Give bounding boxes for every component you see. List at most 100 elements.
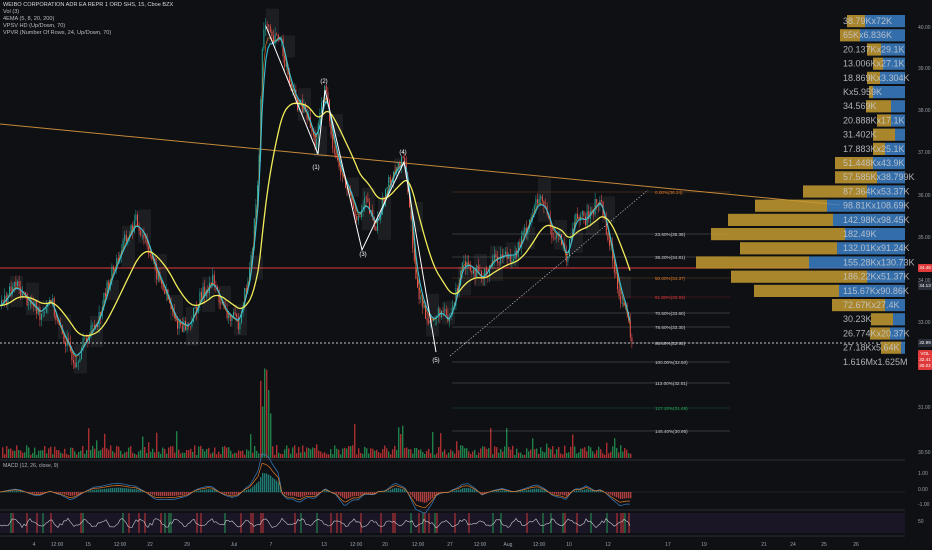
candle-body (210, 282, 212, 284)
legend-vpsv[interactable]: VPSV HD (Up/Down, 70) (3, 23, 66, 29)
candle-body (311, 127, 313, 131)
price-tick-label[interactable]: 34.00 (918, 278, 931, 284)
macd-histogram-bar (34, 492, 36, 494)
macd-tick-label[interactable]: 0.00 (918, 487, 928, 493)
volume-bar (136, 454, 138, 458)
vpvr-label: 17.883Kx25.1K (843, 144, 905, 154)
time-tick-label[interactable]: 12:00 (411, 542, 425, 548)
volume-bar (162, 447, 164, 458)
macd-histogram-bar (516, 491, 518, 493)
price-tag[interactable]: 34.46 (918, 264, 932, 272)
macd-histogram-bar (224, 492, 226, 494)
macd-tick-label[interactable]: 1.00 (918, 471, 928, 477)
vpsv-box (554, 219, 567, 250)
time-tick-label[interactable]: 12:00 (349, 542, 363, 548)
time-tick-label[interactable]: 22 (147, 542, 153, 548)
time-tick-label[interactable]: 29 (184, 542, 190, 548)
candle-body (498, 262, 500, 264)
volume-bar (290, 453, 292, 458)
price-tag[interactable]: VOL (918, 350, 932, 358)
rsi-tick-label[interactable]: 50 (918, 519, 924, 525)
time-tick-label[interactable]: 7 (269, 542, 273, 548)
volume-bar (188, 450, 190, 458)
price-tick-label[interactable]: 40.00 (918, 25, 931, 31)
volume-bar (102, 447, 104, 458)
time-tick-label[interactable]: 12:00 (50, 542, 64, 548)
time-tick-label[interactable]: 12:00 (473, 542, 487, 548)
price-tick-label[interactable]: 36.00 (918, 193, 931, 199)
volume-bar (22, 452, 24, 458)
price-tag[interactable]: 30.02 (918, 362, 932, 370)
volume-bar (42, 450, 44, 458)
candle-body (415, 260, 417, 280)
time-tick-label[interactable]: 19 (701, 542, 707, 548)
macd-histogram-bar (556, 492, 558, 495)
macd-histogram-bar (104, 488, 106, 493)
time-tick-label[interactable]: 4 (32, 542, 36, 548)
price-tag[interactable]: 32.41 (918, 356, 932, 364)
price-tick-label[interactable]: 38.00 (918, 108, 931, 114)
time-tick-label[interactable]: 21 (761, 542, 767, 548)
macd-histogram-bar (542, 489, 544, 493)
time-tick-label[interactable]: 20 (382, 542, 388, 548)
price-tag[interactable]: 34.13 (918, 282, 932, 290)
rsi-zone (196, 513, 198, 533)
volume-bar (158, 451, 160, 458)
volume-bar (82, 445, 84, 458)
candle-body (357, 215, 359, 221)
macd-label[interactable]: MACD (12, 26, close, 9) (3, 463, 59, 469)
volume-bar (212, 452, 214, 458)
candle-body (474, 268, 476, 278)
time-tick-label[interactable]: 12:00 (113, 542, 127, 548)
time-tick-label[interactable]: 12:00 (532, 542, 546, 548)
volume-bar (548, 447, 550, 458)
vpsv-box (378, 196, 391, 240)
legend-vpvr[interactable]: VPVR (Number Of Rows, 24, Up/Down, 70) (3, 30, 112, 36)
rsi-zone (436, 513, 438, 533)
macd-line (0, 453, 630, 514)
price-tick-label[interactable]: 39.00 (918, 66, 931, 72)
time-tick-label[interactable]: 17 (665, 542, 671, 548)
time-tick-label[interactable]: 10 (566, 542, 572, 548)
price-tick-label[interactable]: 30.50 (918, 450, 931, 456)
time-tick-label[interactable]: 12 (605, 542, 611, 548)
price-tick-label[interactable]: 31.00 (918, 405, 931, 411)
time-tick-label[interactable]: 15 (85, 542, 91, 548)
candle-body (615, 272, 617, 275)
candle-body (228, 314, 230, 319)
candle-body (34, 301, 36, 306)
price-tick-label[interactable]: 37.00 (918, 150, 931, 156)
volume-bar (620, 445, 622, 458)
legend-title[interactable]: WEIBO CORPORATION ADR EA REPR 1 ORD SHS,… (3, 2, 174, 8)
volume-bar (316, 444, 318, 458)
volume-bar (546, 443, 548, 458)
legend-volume[interactable]: Vol (3) (3, 9, 20, 15)
price-tag[interactable]: 32.99 (918, 339, 932, 347)
time-tick-label[interactable]: Jul (230, 542, 238, 548)
vpvr-label: 98.81Kx108.69K (843, 201, 910, 211)
price-tick-label[interactable]: 33.00 (918, 320, 931, 326)
price-tick-label[interactable]: 35.00 (918, 235, 931, 241)
descending-trendline[interactable] (0, 123, 841, 206)
candle-body (375, 226, 377, 231)
time-tick-label[interactable]: 25 (821, 542, 827, 548)
macd-tick-label[interactable]: -1.00 (918, 502, 930, 508)
candle-body (180, 322, 182, 326)
candle-body (255, 204, 257, 219)
volume-bar (404, 448, 406, 458)
candle-body (10, 286, 12, 292)
candle-body (47, 304, 49, 307)
time-tick-label[interactable]: 24 (790, 542, 796, 548)
candle-body (345, 176, 346, 188)
legend-ema[interactable]: 4EMA (5, 8, 20, 200) (3, 16, 55, 22)
time-tick-label[interactable]: 26 (853, 542, 859, 548)
candle-body (237, 317, 239, 330)
time-tick-label[interactable]: Aug (503, 542, 513, 548)
macd-histogram-bar (594, 491, 596, 493)
candle-body (573, 221, 575, 229)
time-tick-label[interactable]: 27 (447, 542, 453, 548)
volume-bar (246, 449, 248, 458)
time-tick-label[interactable]: 13 (321, 542, 327, 548)
vpvr-up-bar (711, 228, 845, 241)
